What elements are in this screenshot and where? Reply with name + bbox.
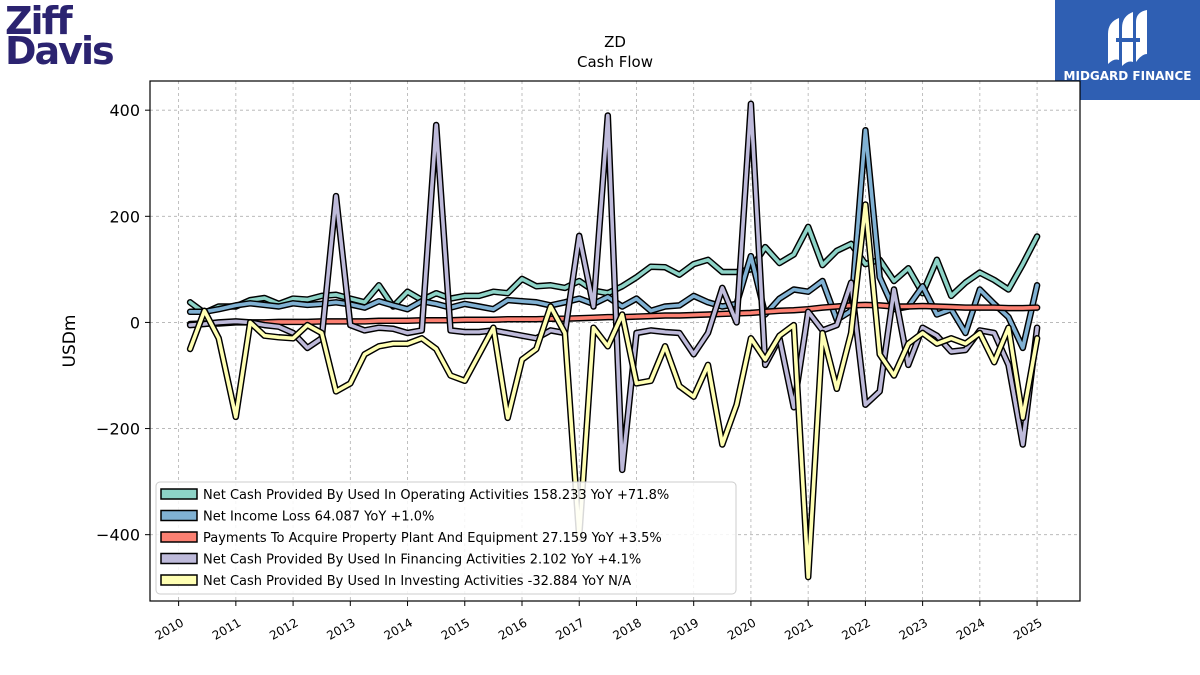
x-tick-label: 2010 — [153, 615, 186, 642]
y-tick-label: 400 — [109, 101, 140, 120]
x-tick-label: 2022 — [839, 615, 872, 642]
x-tick-label: 2015 — [439, 615, 472, 642]
legend-entry: Net Cash Provided By Used In Financing A… — [203, 553, 641, 568]
plot-frame — [149, 80, 1081, 602]
chart-title: ZD — [604, 33, 626, 51]
legend-entry: Net Income Loss 64.087 YoY +1.0% — [203, 510, 434, 525]
y-axis: 400 200 0 −200 −400 — [96, 101, 150, 545]
legend-entry: Net Cash Provided By Used In Operating A… — [203, 488, 669, 503]
legend-entry: Net Cash Provided By Used In Investing A… — [203, 574, 631, 589]
series-line — [188, 102, 1039, 472]
y-tick-label: −200 — [96, 420, 140, 439]
legend: Net Cash Provided By Used In Operating A… — [155, 481, 737, 595]
x-tick-label: 2019 — [668, 615, 701, 642]
legend-swatch — [160, 488, 198, 500]
x-tick-label: 2021 — [782, 615, 815, 642]
x-tick-label: 2012 — [267, 615, 300, 642]
ziff-davis-logo: Ziff Davis — [5, 2, 115, 72]
series-5 — [186, 201, 1041, 581]
x-tick-label: 2018 — [611, 615, 644, 642]
series-4 — [186, 100, 1041, 474]
y-tick-label: 0 — [130, 313, 140, 332]
x-tick-label: 2020 — [725, 615, 758, 642]
logo-word-davis: Davis — [5, 29, 115, 73]
midgard-mark-icon — [1108, 10, 1147, 66]
x-tick-label: 2024 — [954, 615, 987, 642]
legend-swatch — [160, 574, 198, 586]
x-tick-label: 2014 — [382, 615, 415, 642]
x-tick-label: 2016 — [496, 615, 529, 642]
logo-word-ziff: Ziff — [5, 0, 73, 43]
x-tick-label: 2011 — [210, 615, 243, 642]
x-tick-label: 2013 — [324, 615, 357, 642]
x-tick-label: 2017 — [553, 615, 586, 642]
series-layer — [186, 100, 1041, 581]
midgard-brand-text: MIDGARD FINANCE — [1063, 69, 1192, 83]
chart-subtitle: Cash Flow — [577, 53, 653, 71]
series-line — [188, 202, 1039, 579]
y-tick-label: −400 — [96, 526, 140, 545]
legend-entry: Payments To Acquire Property Plant And E… — [203, 531, 662, 546]
y-axis-label: USDm — [60, 315, 80, 368]
y-tick-label: 200 — [109, 207, 140, 226]
midgard-finance-logo: MIDGARD FINANCE — [1055, 0, 1200, 100]
legend-box — [155, 481, 737, 595]
x-tick-label: 2025 — [1011, 615, 1044, 642]
legend-swatch — [160, 509, 198, 522]
x-axis: 2010 2011 2012 2013 2014 2015 2016 2017 2018 2019… — [153, 601, 1045, 643]
x-tick-label: 2023 — [897, 615, 930, 642]
legend-swatch — [160, 531, 198, 543]
legend-swatch — [160, 552, 198, 565]
